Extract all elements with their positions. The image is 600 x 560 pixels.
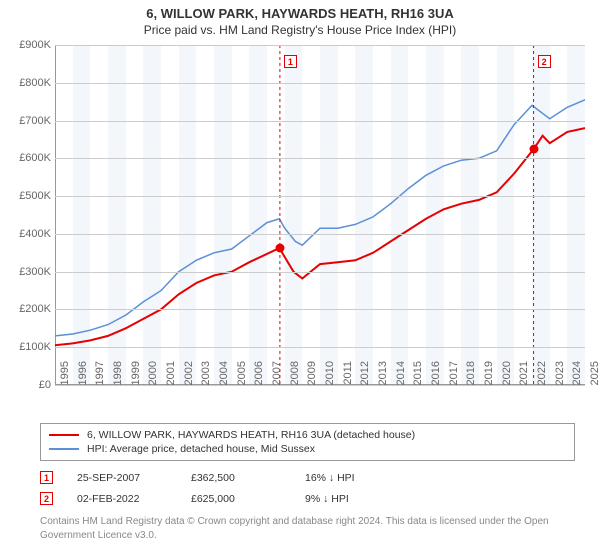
x-tick-label: 2003 <box>200 361 212 401</box>
transaction-marker: 1 <box>40 471 53 484</box>
x-tick-label: 2001 <box>165 361 177 401</box>
x-tick-label: 2022 <box>536 361 548 401</box>
x-tick-label: 2008 <box>289 361 301 401</box>
y-tick-label: £900K <box>3 39 51 51</box>
grid-line <box>55 196 585 197</box>
transaction-table: 1 25-SEP-2007 £362,500 16% ↓ HPI 2 02-FEB-202… <box>40 467 575 509</box>
legend-swatch <box>49 448 79 450</box>
y-tick-label: £0 <box>3 379 51 391</box>
x-tick-label: 2023 <box>554 361 566 401</box>
grid-line <box>55 158 585 159</box>
y-tick-label: £800K <box>3 77 51 89</box>
x-tick-label: 2015 <box>412 361 424 401</box>
chart-footer: 6, WILLOW PARK, HAYWARDS HEATH, RH16 3UA… <box>40 423 575 542</box>
x-tick-label: 2018 <box>465 361 477 401</box>
x-tick-label: 2012 <box>359 361 371 401</box>
x-tick-label: 2013 <box>377 361 389 401</box>
marker-box-2: 2 <box>538 55 551 68</box>
transaction-price: £625,000 <box>191 493 281 505</box>
x-tick-label: 2017 <box>448 361 460 401</box>
chart-region: £0 £100K £200K £300K £400K £500K £600K £700K £80… <box>0 40 600 420</box>
x-tick-label: 2014 <box>395 361 407 401</box>
series-line-hpi <box>55 100 585 336</box>
legend-label: 6, WILLOW PARK, HAYWARDS HEATH, RH16 3UA… <box>87 429 415 441</box>
chart-container: 6, WILLOW PARK, HAYWARDS HEATH, RH16 3UA… <box>0 0 600 560</box>
x-tick-label: 2004 <box>218 361 230 401</box>
series-line-price_paid <box>55 128 585 345</box>
x-tick-label: 2021 <box>518 361 530 401</box>
x-tick-label: 2000 <box>147 361 159 401</box>
transaction-marker: 2 <box>40 492 53 505</box>
x-tick-label: 2011 <box>342 361 354 401</box>
legend-label: HPI: Average price, detached house, Mid … <box>87 443 315 455</box>
x-tick-label: 2019 <box>483 361 495 401</box>
grid-line <box>55 83 585 84</box>
x-tick-label: 1996 <box>77 361 89 401</box>
x-tick-label: 2007 <box>271 361 283 401</box>
y-tick-label: £600K <box>3 152 51 164</box>
transaction-delta: 9% ↓ HPI <box>305 493 395 505</box>
grid-line <box>55 121 585 122</box>
x-tick-label: 2010 <box>324 361 336 401</box>
x-tick-label: 1999 <box>130 361 142 401</box>
grid-line <box>55 272 585 273</box>
sale-point-1 <box>275 244 284 253</box>
x-tick-label: 2025 <box>589 361 600 401</box>
grid-line <box>55 347 585 348</box>
sale-point-2 <box>529 144 538 153</box>
x-tick-label: 1998 <box>112 361 124 401</box>
transaction-row: 1 25-SEP-2007 £362,500 16% ↓ HPI <box>40 467 575 488</box>
chart-subtitle: Price paid vs. HM Land Registry's House … <box>0 21 600 37</box>
y-tick-label: £100K <box>3 341 51 353</box>
legend-item: 6, WILLOW PARK, HAYWARDS HEATH, RH16 3UA… <box>49 428 566 442</box>
plot-area: £0£100K£200K£300K£400K£500K£600K£700K£80… <box>55 45 585 385</box>
transaction-date: 02-FEB-2022 <box>77 493 167 505</box>
chart-title: 6, WILLOW PARK, HAYWARDS HEATH, RH16 3UA <box>0 0 600 21</box>
x-tick-label: 2016 <box>430 361 442 401</box>
y-tick-label: £700K <box>3 115 51 127</box>
y-tick-label: £300K <box>3 266 51 278</box>
x-tick-label: 1997 <box>94 361 106 401</box>
legend-box: 6, WILLOW PARK, HAYWARDS HEATH, RH16 3UA… <box>40 423 575 461</box>
x-tick-label: 2006 <box>253 361 265 401</box>
y-tick-label: £500K <box>3 190 51 202</box>
y-tick-label: £400K <box>3 228 51 240</box>
transaction-date: 25-SEP-2007 <box>77 472 167 484</box>
marker-box-1: 1 <box>284 55 297 68</box>
grid-line <box>55 309 585 310</box>
line-series-svg <box>55 45 585 385</box>
x-tick-label: 2020 <box>501 361 513 401</box>
y-tick-label: £200K <box>3 303 51 315</box>
transaction-delta: 16% ↓ HPI <box>305 472 395 484</box>
x-tick-label: 2002 <box>183 361 195 401</box>
grid-line <box>55 45 585 46</box>
x-tick-label: 2005 <box>236 361 248 401</box>
transaction-price: £362,500 <box>191 472 281 484</box>
disclaimer-text: Contains HM Land Registry data © Crown c… <box>40 509 575 542</box>
x-tick-label: 1995 <box>59 361 71 401</box>
legend-swatch <box>49 434 79 436</box>
grid-line <box>55 234 585 235</box>
x-tick-label: 2009 <box>306 361 318 401</box>
legend-item: HPI: Average price, detached house, Mid … <box>49 442 566 456</box>
x-tick-label: 2024 <box>571 361 583 401</box>
transaction-row: 2 02-FEB-2022 £625,000 9% ↓ HPI <box>40 488 575 509</box>
